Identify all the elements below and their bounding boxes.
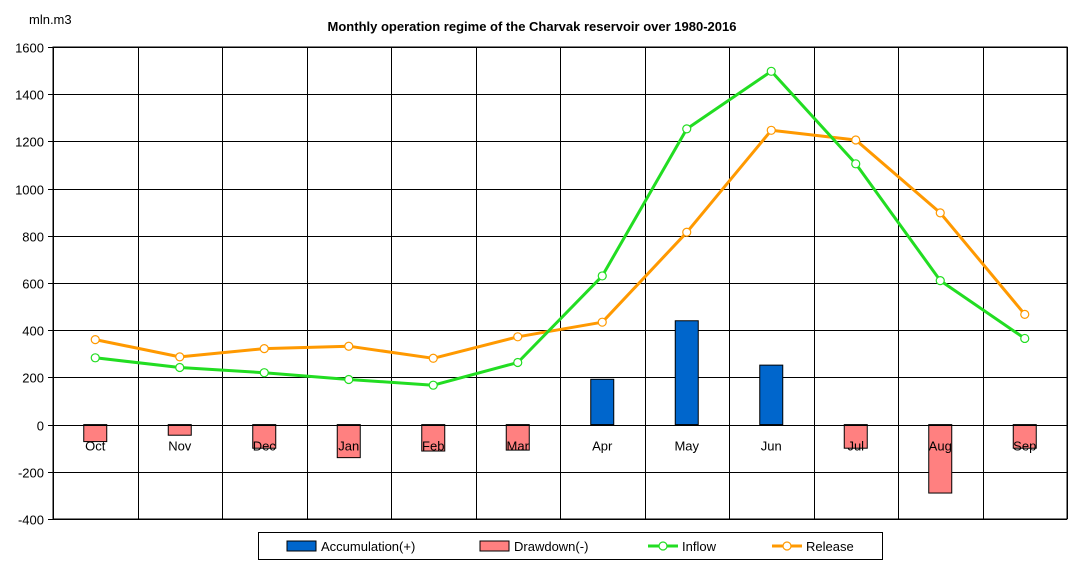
x-tick-label: Nov — [168, 439, 192, 454]
y-tick-label: 1400 — [15, 88, 44, 103]
release-point — [344, 341, 354, 351]
inflow-point — [90, 353, 100, 363]
x-tick-label: Jul — [847, 439, 864, 454]
y-tick-label: 0 — [37, 419, 44, 434]
inflow-point — [682, 124, 692, 134]
accumulation-bar — [759, 364, 784, 426]
legend-swatch — [286, 540, 317, 552]
legend-marker — [782, 541, 792, 551]
inflow-point — [259, 368, 269, 378]
release-point — [428, 353, 438, 363]
inflow-point — [513, 357, 523, 368]
bars — [83, 320, 1037, 494]
release-point — [1020, 309, 1030, 319]
x-tick-label: Mar — [507, 439, 530, 454]
release-point — [851, 135, 861, 145]
x-tick-label: Oct — [85, 439, 106, 454]
y-tick-label: 600 — [22, 277, 44, 292]
release-point — [766, 125, 776, 135]
x-tick-label: Jun — [761, 439, 782, 454]
lines — [90, 66, 1030, 390]
drawdown-bar — [83, 424, 108, 443]
legend-label: Release — [806, 539, 854, 554]
y-tick-label: 1000 — [15, 183, 44, 198]
inflow-point — [851, 159, 861, 169]
release-point — [90, 335, 100, 345]
x-tick-label: May — [674, 439, 699, 454]
accumulation-bar — [674, 320, 699, 426]
x-tick-label: Sep — [1013, 439, 1036, 454]
y-tick-label: 400 — [22, 324, 44, 339]
release-point — [175, 352, 185, 362]
y-tick-label: -200 — [18, 466, 44, 481]
legend-marker — [658, 541, 668, 551]
inflow-point — [597, 271, 607, 281]
axes — [48, 47, 1068, 520]
drawdown-bar — [336, 424, 361, 459]
inflow-point — [175, 362, 185, 373]
drawdown-bar — [505, 424, 530, 451]
x-tick-label: Dec — [253, 439, 277, 454]
x-tick-label: Apr — [592, 439, 613, 454]
inflow-point — [935, 276, 945, 286]
inflow-point — [766, 66, 776, 76]
release-point — [597, 317, 607, 327]
inflow-point — [344, 374, 354, 385]
legend: Accumulation(+) Drawdown(-) Inflow Release — [258, 532, 883, 560]
y-tick-label: 200 — [22, 371, 44, 386]
legend-label: Accumulation(+) — [321, 539, 415, 554]
drawdown-bar — [928, 424, 953, 494]
drawdown-bar — [1012, 424, 1037, 449]
release-point — [513, 332, 523, 342]
y-tick-label: 1600 — [15, 41, 44, 56]
drawdown-bar — [843, 424, 868, 449]
accumulation-bar — [590, 378, 615, 426]
x-tick-label: Feb — [422, 439, 444, 454]
x-tick-label: Jan — [338, 439, 359, 454]
legend-label: Drawdown(-) — [514, 539, 588, 554]
x-tick-label: Aug — [929, 439, 952, 454]
y-axis-label: mln.m3 — [29, 12, 72, 27]
y-tick-label: 1200 — [15, 135, 44, 150]
drawdown-bar — [252, 424, 277, 449]
labels: 1600 1400 1200 1000 800 600 400 200 0 -200 -400 Oct… — [15, 41, 1036, 528]
y-tick-label: -400 — [18, 513, 44, 528]
release-point — [935, 208, 945, 218]
drawdown-bar — [421, 424, 446, 452]
inflow-line — [95, 69, 1026, 387]
drawdown-bar — [167, 424, 192, 436]
legend-swatch — [479, 540, 510, 552]
inflow-point — [428, 380, 438, 390]
legend-label: Inflow — [682, 539, 717, 554]
release-line — [94, 128, 1026, 360]
release-point — [259, 344, 269, 354]
inflow-point — [1020, 333, 1030, 344]
release-point — [682, 227, 692, 237]
y-tick-label: 800 — [22, 230, 44, 245]
chart-title: Monthly operation regime of the Charvak … — [328, 19, 737, 34]
